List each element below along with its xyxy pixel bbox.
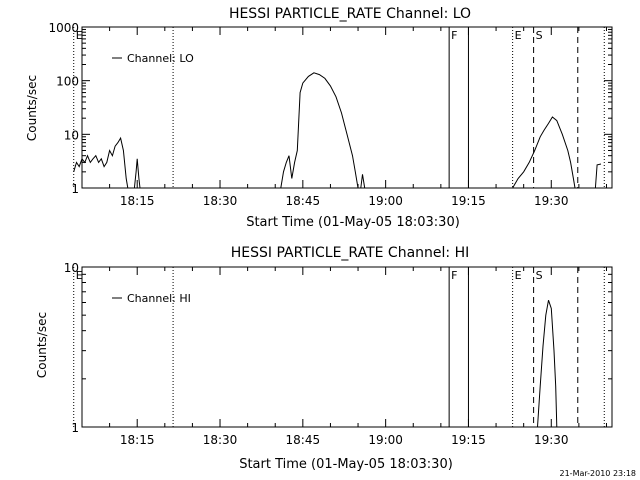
y-tick-label: 10 bbox=[64, 128, 79, 142]
y-tick-label: 1 bbox=[71, 182, 79, 196]
series-line bbox=[537, 300, 558, 428]
series-line bbox=[133, 158, 141, 189]
x-axis-label: Start Time (01-May-05 18:03:30) bbox=[239, 457, 453, 472]
x-tick-label: 18:15 bbox=[120, 433, 155, 447]
panel-lo: HESSI PARTICLE_RATE Channel: LO Start Ti… bbox=[25, 6, 613, 230]
x-tick-label: 19:00 bbox=[368, 433, 403, 447]
x-tick-label: 18:30 bbox=[203, 433, 238, 447]
x-tick-label: 19:30 bbox=[534, 433, 569, 447]
x-tick-label: 19:00 bbox=[368, 194, 403, 208]
event-marker-label: E bbox=[515, 29, 522, 42]
series-line bbox=[594, 163, 602, 189]
series-line bbox=[512, 116, 576, 189]
panel-hi: HESSI PARTICLE_RATE Channel: HI Start Ti… bbox=[35, 245, 613, 472]
chart-title: HESSI PARTICLE_RATE Channel: LO bbox=[229, 6, 471, 22]
event-marker-label: E bbox=[76, 269, 83, 282]
x-tick-label: 18:45 bbox=[286, 433, 321, 447]
y-tick-label: 1000 bbox=[48, 21, 79, 35]
event-marker-label: F bbox=[451, 29, 457, 42]
event-marker-label: S bbox=[536, 269, 543, 282]
y-tick-label: 100 bbox=[56, 75, 79, 89]
chart-title: HESSI PARTICLE_RATE Channel: HI bbox=[231, 245, 469, 261]
x-tick-label: 19:15 bbox=[451, 433, 486, 447]
plot-frame bbox=[81, 26, 613, 189]
series-line bbox=[280, 72, 359, 189]
y-tick-label: 10 bbox=[64, 261, 79, 275]
series-line bbox=[360, 174, 366, 189]
series-line bbox=[73, 136, 129, 189]
x-tick-label: 18:15 bbox=[120, 194, 155, 208]
plot-frame bbox=[81, 266, 613, 428]
event-marker-label: E bbox=[76, 29, 83, 42]
legend-label: Channel: HI bbox=[127, 292, 191, 305]
y-tick-label: 1 bbox=[71, 421, 79, 435]
y-axis-label: Counts/sec bbox=[25, 75, 39, 141]
legend-label: Channel: LO bbox=[127, 52, 194, 65]
x-tick-label: 19:15 bbox=[451, 194, 486, 208]
x-axis-label: Start Time (01-May-05 18:03:30) bbox=[246, 215, 460, 230]
y-axis-label: Counts/sec bbox=[35, 312, 49, 378]
event-marker-label: E bbox=[515, 269, 522, 282]
event-marker-label: S bbox=[536, 29, 543, 42]
x-tick-label: 18:45 bbox=[286, 194, 321, 208]
x-tick-label: 19:30 bbox=[534, 194, 569, 208]
plot-timestamp: 21-Mar-2010 23:18 bbox=[560, 469, 637, 478]
x-tick-label: 18:30 bbox=[203, 194, 238, 208]
event-marker-label: F bbox=[451, 269, 457, 282]
